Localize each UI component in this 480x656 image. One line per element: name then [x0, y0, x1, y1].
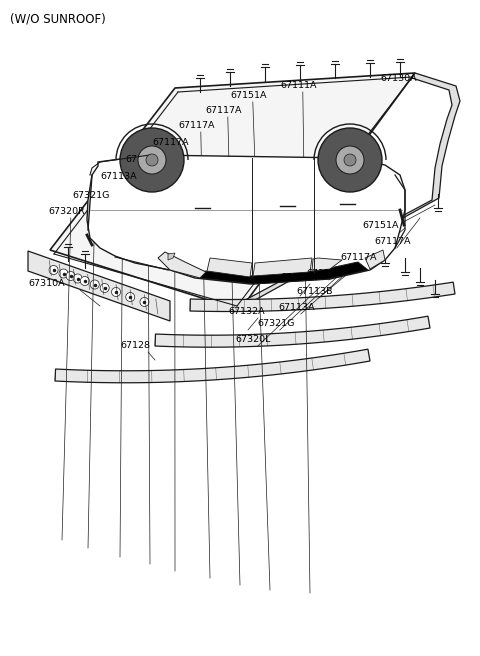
Text: 67320R: 67320R — [48, 207, 85, 216]
Text: 67132A: 67132A — [228, 307, 264, 316]
Polygon shape — [50, 73, 415, 310]
Circle shape — [120, 128, 184, 192]
Text: 67113A: 67113A — [278, 303, 314, 312]
Text: 67117A: 67117A — [340, 253, 376, 262]
Text: 67117A: 67117A — [306, 269, 343, 278]
Circle shape — [138, 146, 166, 174]
Circle shape — [146, 154, 158, 166]
Polygon shape — [28, 251, 170, 321]
Polygon shape — [168, 253, 175, 260]
Circle shape — [80, 276, 89, 285]
Text: 67320L: 67320L — [235, 335, 270, 344]
Circle shape — [318, 128, 382, 192]
Text: (W/O SUNROOF): (W/O SUNROOF) — [10, 12, 106, 25]
Polygon shape — [190, 282, 455, 312]
Circle shape — [100, 283, 109, 293]
Circle shape — [140, 298, 149, 306]
Text: 67117A: 67117A — [178, 121, 215, 130]
Polygon shape — [365, 250, 385, 269]
Polygon shape — [87, 155, 405, 284]
Text: 67321G: 67321G — [72, 191, 109, 200]
Text: 67117A: 67117A — [205, 106, 241, 115]
Polygon shape — [200, 262, 368, 284]
Text: 67113B: 67113B — [296, 287, 333, 296]
Circle shape — [66, 272, 75, 281]
Text: 67111A: 67111A — [280, 81, 316, 90]
Text: 67310A: 67310A — [28, 279, 65, 288]
Text: 67113A: 67113A — [100, 172, 137, 181]
Circle shape — [73, 274, 82, 283]
Circle shape — [336, 146, 364, 174]
Text: 67151A: 67151A — [230, 91, 266, 100]
Circle shape — [59, 269, 68, 278]
Circle shape — [126, 293, 135, 302]
Text: 67117A: 67117A — [374, 237, 410, 246]
Polygon shape — [253, 258, 312, 276]
Text: 67134A: 67134A — [280, 273, 317, 282]
Text: 67117A: 67117A — [152, 138, 189, 147]
Polygon shape — [312, 258, 342, 271]
Circle shape — [90, 280, 99, 289]
Text: 67151A: 67151A — [362, 221, 398, 230]
Text: 67321G: 67321G — [257, 319, 294, 328]
Text: 67130A: 67130A — [380, 74, 417, 83]
Polygon shape — [158, 252, 206, 278]
Circle shape — [111, 287, 120, 297]
Polygon shape — [234, 73, 460, 310]
Circle shape — [344, 154, 356, 166]
Polygon shape — [55, 349, 370, 382]
Text: 67113B: 67113B — [125, 155, 161, 164]
Text: 67128: 67128 — [120, 341, 150, 350]
Polygon shape — [155, 316, 430, 347]
Polygon shape — [207, 258, 252, 277]
Circle shape — [49, 266, 58, 274]
